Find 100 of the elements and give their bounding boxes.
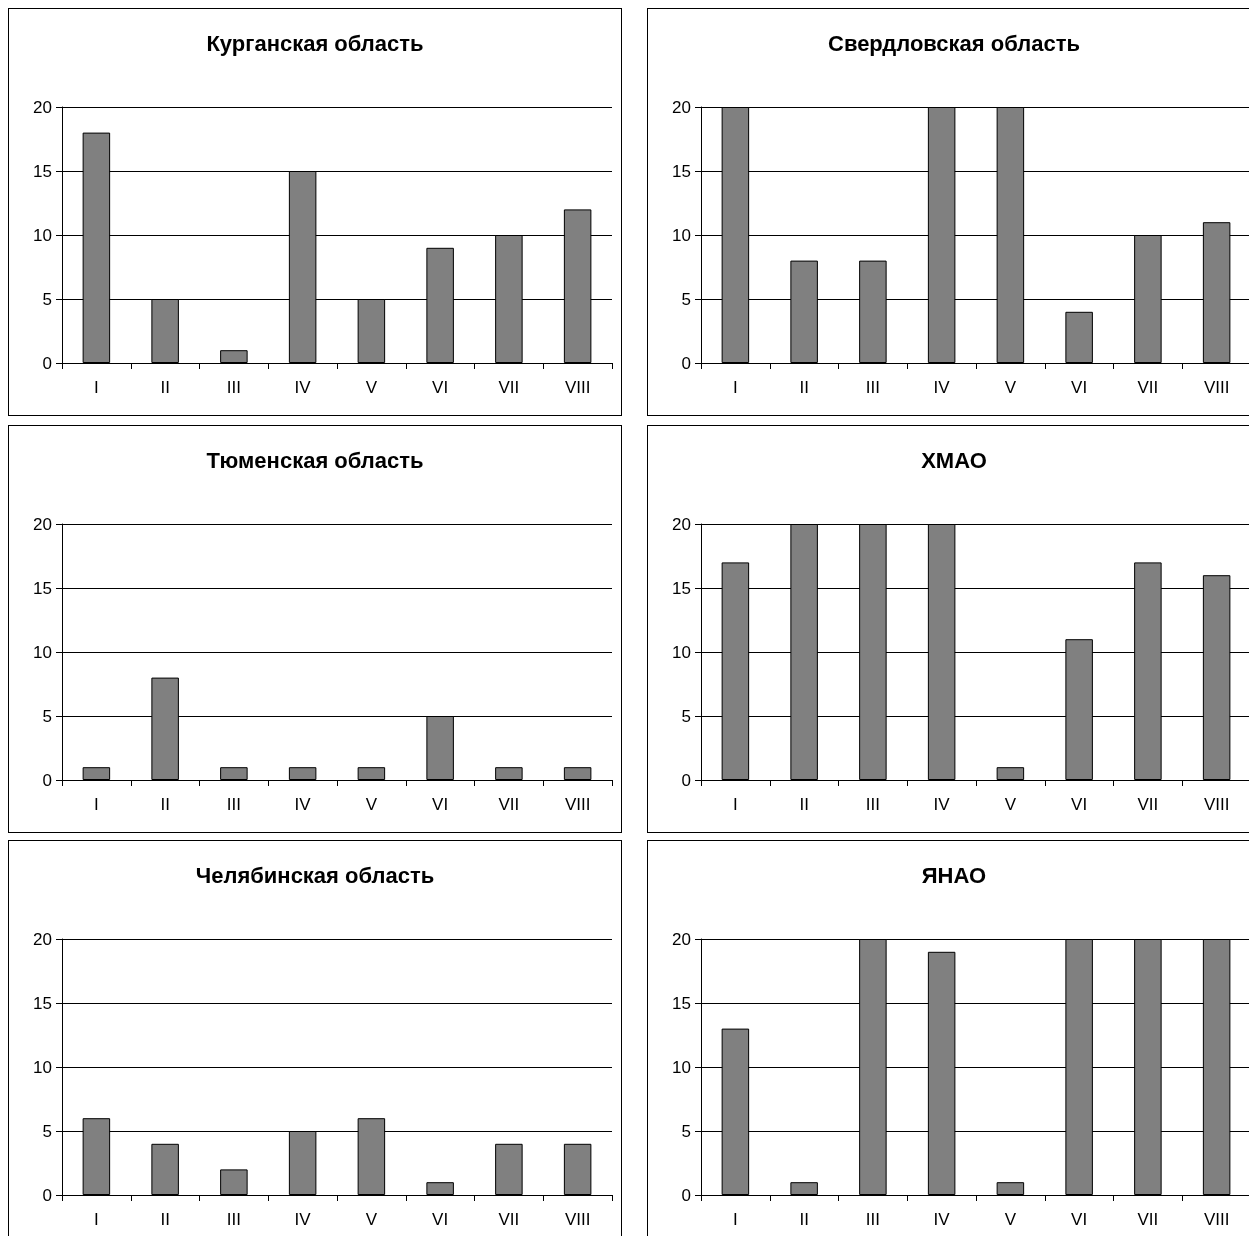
y-tick-label: 0 (42, 770, 52, 790)
x-tick-label: VII (498, 378, 520, 397)
y-tick-label: 20 (33, 97, 52, 117)
x-tick-label: VI (1071, 795, 1088, 814)
x-tick-label: VII (1137, 1210, 1159, 1229)
chart-title: Челябинская область (195, 862, 435, 888)
y-tick-label: 5 (42, 1121, 52, 1141)
x-tick-label: VIII (564, 378, 591, 397)
x-tick-label: V (1004, 378, 1017, 397)
x-tick-label: I (733, 795, 738, 814)
y-tick-label: 20 (672, 97, 691, 117)
x-tick-label: IV (933, 1210, 951, 1229)
chart-title: Курганская область (206, 30, 424, 56)
bar (357, 767, 386, 780)
y-tick-label: 5 (681, 1121, 691, 1141)
chart-title: Тюменская область (206, 447, 424, 473)
x-tick-label: IV (933, 378, 951, 397)
x-tick-label: VII (498, 1210, 520, 1229)
y-tick-label: 10 (33, 642, 52, 662)
x-tick-label: VIII (564, 1210, 591, 1229)
y-tick-label: 5 (42, 706, 52, 726)
bar (288, 767, 317, 780)
x-tick-label: III (865, 1210, 880, 1229)
x-tick-label: IV (294, 795, 312, 814)
y-tick-label: 15 (672, 161, 691, 181)
x-tick-label: III (226, 1210, 241, 1229)
x-tick-label: I (733, 1210, 738, 1229)
x-tick-label: VIII (1203, 378, 1230, 397)
y-tick-label: 5 (42, 289, 52, 309)
bar (220, 767, 248, 780)
x-tick-label: VII (1137, 378, 1159, 397)
y-tick-label: 0 (681, 770, 691, 790)
chart-title: ЯНАО (921, 862, 987, 888)
x-tick-label: II (799, 795, 809, 814)
y-tick-label: 20 (672, 929, 691, 949)
x-tick-label: II (160, 1210, 170, 1229)
x-tick-label: VIII (1203, 795, 1230, 814)
y-tick-label: 10 (672, 642, 691, 662)
bar (1065, 311, 1093, 363)
y-tick-label: 15 (672, 578, 691, 598)
bar (495, 1143, 523, 1195)
y-tick-label: 10 (33, 225, 52, 245)
x-tick-label: VI (1071, 378, 1088, 397)
x-tick-label: II (160, 378, 170, 397)
y-tick-label: 0 (42, 1185, 52, 1205)
x-tick-label: I (94, 378, 99, 397)
x-tick-label: V (365, 1210, 378, 1229)
y-tick-label: 5 (681, 706, 691, 726)
x-tick-label: III (226, 378, 241, 397)
bar (426, 1182, 454, 1195)
y-tick-label: 20 (33, 929, 52, 949)
x-tick-label: II (160, 795, 170, 814)
bar (996, 767, 1025, 780)
x-tick-label: V (365, 795, 378, 814)
y-tick-label: 10 (33, 1057, 52, 1077)
y-tick-label: 15 (33, 161, 52, 181)
x-tick-label: V (365, 378, 378, 397)
y-tick-label: 0 (681, 1185, 691, 1205)
y-tick-label: 15 (33, 993, 52, 1013)
x-tick-label: I (733, 378, 738, 397)
y-tick-label: 20 (33, 514, 52, 534)
x-tick-label: VI (432, 795, 449, 814)
x-tick-label: VI (432, 378, 449, 397)
y-tick-label: 15 (672, 993, 691, 1013)
bar (495, 767, 523, 780)
y-tick-label: 20 (672, 514, 691, 534)
y-tick-label: 10 (672, 225, 691, 245)
bar (220, 350, 248, 363)
bar (563, 767, 592, 780)
x-tick-label: VII (498, 795, 520, 814)
x-tick-label: III (865, 795, 880, 814)
y-tick-label: 0 (681, 353, 691, 373)
x-tick-label: I (94, 795, 99, 814)
bar (563, 1143, 592, 1195)
bar (790, 1182, 818, 1195)
y-tick-label: 15 (33, 578, 52, 598)
x-tick-label: VIII (564, 795, 591, 814)
x-tick-label: VII (1137, 795, 1159, 814)
x-tick-label: VI (1071, 1210, 1088, 1229)
x-tick-label: I (94, 1210, 99, 1229)
x-tick-label: IV (294, 1210, 312, 1229)
x-tick-label: II (799, 378, 809, 397)
y-tick-label: 5 (681, 289, 691, 309)
bar (996, 1182, 1025, 1195)
chart-title: Свердловская область (828, 30, 1080, 56)
x-tick-label: V (1004, 1210, 1017, 1229)
bar (151, 1143, 179, 1195)
y-tick-label: 0 (42, 353, 52, 373)
x-tick-label: II (799, 1210, 809, 1229)
x-tick-label: V (1004, 795, 1017, 814)
chart-title: ХМАО (921, 447, 987, 473)
bar (220, 1169, 248, 1195)
x-tick-label: III (865, 378, 880, 397)
x-tick-label: VIII (1203, 1210, 1230, 1229)
x-tick-label: III (226, 795, 241, 814)
x-tick-label: VI (432, 1210, 449, 1229)
bar (82, 767, 111, 780)
x-tick-label: IV (933, 795, 951, 814)
x-tick-label: IV (294, 378, 312, 397)
y-tick-label: 10 (672, 1057, 691, 1077)
